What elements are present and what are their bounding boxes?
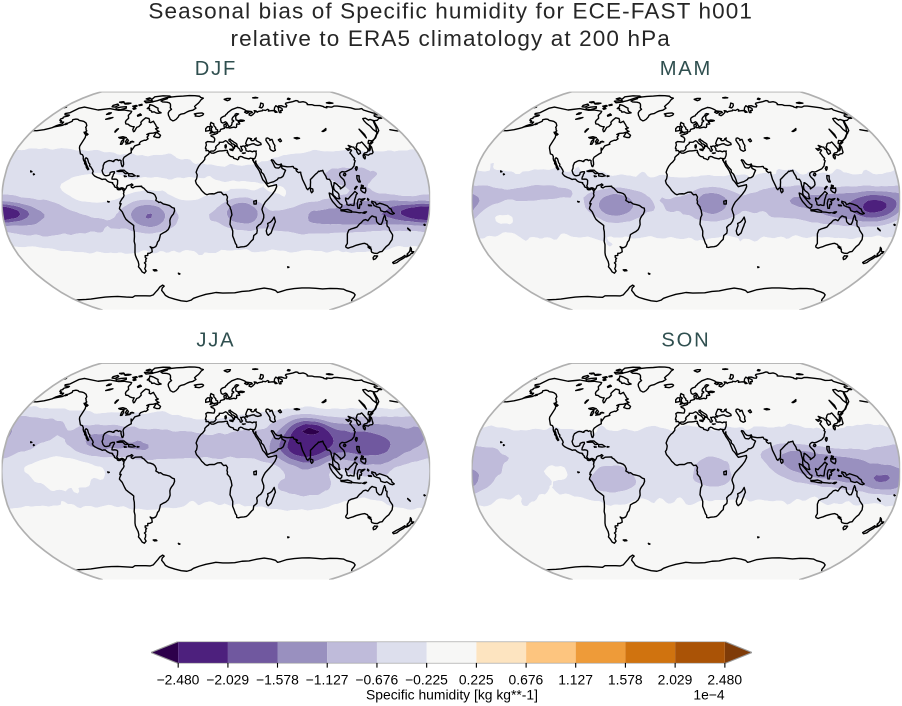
svg-text:MAM: MAM — [660, 58, 712, 80]
svg-text:1.578: 1.578 — [608, 671, 643, 687]
svg-text:Specific humidity [kg kg**-1]: Specific humidity [kg kg**-1] — [366, 686, 538, 702]
svg-text:1e−4: 1e−4 — [693, 686, 725, 702]
svg-text:2.480: 2.480 — [707, 671, 742, 687]
svg-text:0.225: 0.225 — [459, 671, 494, 687]
svg-text:−0.676: −0.676 — [355, 671, 398, 687]
svg-text:relative to ERA5 climatology a: relative to ERA5 climatology at 200 hPa — [231, 26, 671, 51]
svg-text:0.676: 0.676 — [509, 671, 544, 687]
svg-text:Seasonal bias of Specific humi: Seasonal bias of Specific humidity for E… — [148, 0, 753, 24]
svg-text:−0.225: −0.225 — [405, 671, 448, 687]
svg-text:2.029: 2.029 — [658, 671, 693, 687]
svg-text:−1.127: −1.127 — [306, 671, 349, 687]
svg-text:−2.029: −2.029 — [206, 671, 249, 687]
svg-text:1.127: 1.127 — [558, 671, 593, 687]
svg-text:JJA: JJA — [196, 329, 235, 351]
svg-text:DJF: DJF — [195, 58, 237, 80]
svg-text:SON: SON — [661, 329, 710, 351]
svg-text:−1.578: −1.578 — [256, 671, 299, 687]
svg-text:−2.480: −2.480 — [157, 671, 200, 687]
